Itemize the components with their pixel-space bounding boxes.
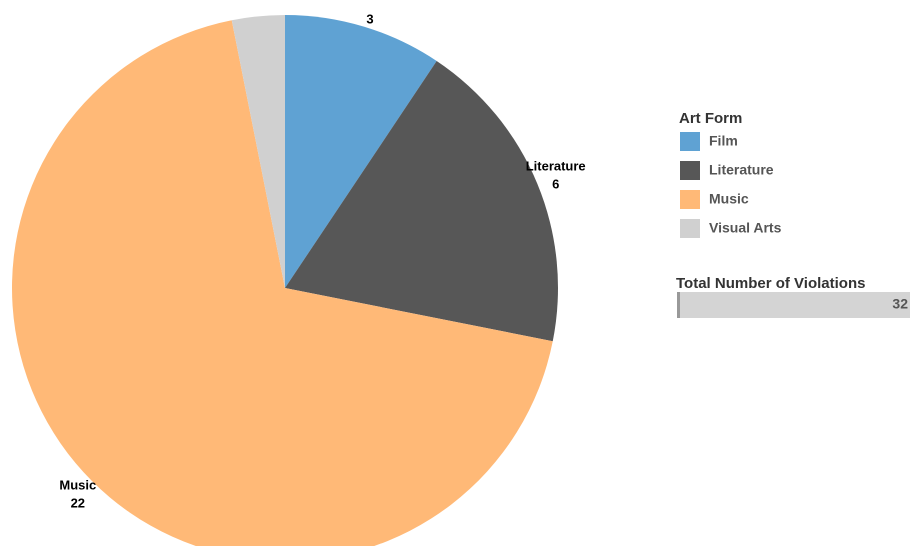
legend-label: Literature — [709, 162, 774, 178]
slice-label-name: Literature — [526, 158, 586, 173]
total-bar — [677, 292, 910, 318]
pie-slice — [285, 61, 558, 342]
legend-swatch — [680, 132, 700, 151]
slice-label-value: 6 — [552, 176, 559, 191]
pie-slice — [285, 15, 437, 288]
total-title: Total Number of Violations — [676, 275, 865, 292]
slice-label-value: 3 — [366, 11, 373, 26]
legend-swatch — [680, 219, 700, 238]
pie-slice — [12, 20, 553, 546]
legend-swatch — [680, 161, 700, 180]
total-value: 32 — [892, 296, 908, 312]
slice-label-value: 22 — [71, 496, 85, 511]
legend-label: Music — [709, 191, 749, 207]
legend-label: Film — [709, 133, 738, 149]
legend-swatch — [680, 190, 700, 209]
legend-title: Art Form — [679, 110, 742, 127]
legend-label: Visual Arts — [709, 220, 782, 236]
pie-slice — [231, 15, 285, 288]
slice-label-name: Music — [59, 478, 96, 493]
total-bar-edge — [677, 292, 680, 318]
